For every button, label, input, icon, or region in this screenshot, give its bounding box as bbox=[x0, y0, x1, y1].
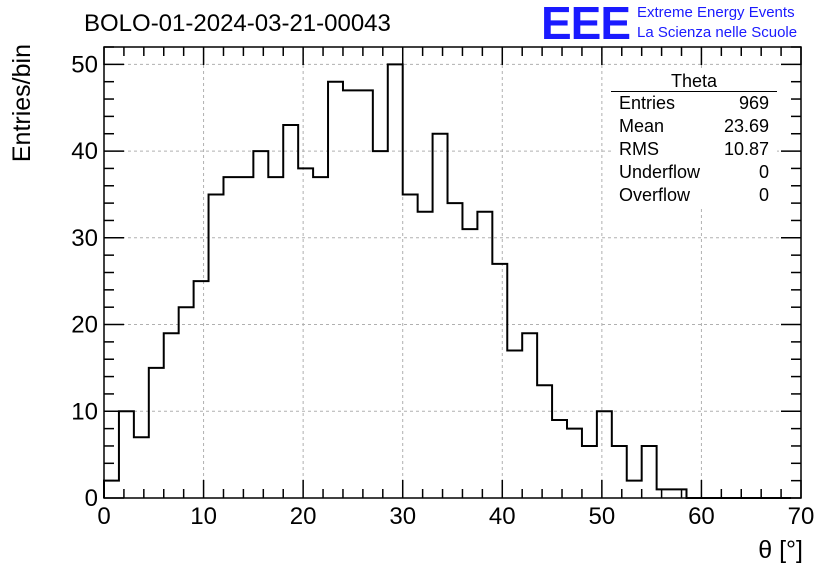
chart-title: BOLO-01-2024-03-21-00043 bbox=[84, 10, 391, 37]
y-tick-label: 30 bbox=[71, 225, 98, 252]
x-tick-label: 0 bbox=[97, 503, 110, 530]
stats-row-underflow: Underflow 0 bbox=[611, 161, 777, 184]
stats-row-rms: RMS 10.87 bbox=[611, 138, 777, 161]
logo-line-1: Extreme Energy Events bbox=[637, 4, 795, 21]
axis-ticks bbox=[103, 46, 802, 499]
histogram-bin bbox=[612, 446, 627, 498]
stats-value: 10.87 bbox=[723, 139, 769, 159]
x-tick-label: 40 bbox=[489, 503, 516, 530]
histogram-bin bbox=[672, 489, 687, 498]
stats-value: 969 bbox=[738, 93, 769, 113]
logo-line-2: La Scienza nelle Scuole bbox=[637, 24, 798, 41]
histogram-bin bbox=[522, 333, 537, 498]
stats-value: 23.69 bbox=[723, 116, 769, 136]
y-axis-label: Entries/bin bbox=[8, 44, 36, 162]
histogram-bin bbox=[358, 90, 373, 498]
stats-label: Overflow bbox=[619, 185, 691, 205]
stats-title: Theta bbox=[611, 71, 777, 92]
histogram-bin bbox=[328, 82, 343, 498]
stats-rows: Entries 969 Mean 23.69 RMS 10.87 Underflow 0 Ove… bbox=[611, 92, 777, 207]
histogram-bin bbox=[627, 481, 642, 498]
histogram-bin bbox=[238, 177, 253, 498]
stats-value: 0 bbox=[758, 185, 769, 205]
histogram-bin bbox=[343, 90, 358, 498]
x-tick-label: 70 bbox=[788, 503, 815, 530]
histogram-bin bbox=[149, 368, 164, 498]
stats-label: Mean bbox=[619, 116, 665, 136]
histogram-bin bbox=[477, 212, 492, 498]
histogram-bin bbox=[582, 446, 597, 498]
x-tick-label: 10 bbox=[190, 503, 217, 530]
histogram-bin bbox=[373, 151, 388, 498]
histogram-bin bbox=[492, 264, 507, 498]
x-axis-label: θ [°] bbox=[758, 536, 803, 564]
x-tick-label: 20 bbox=[290, 503, 317, 530]
y-tick-label: 20 bbox=[71, 312, 98, 339]
histogram-bin bbox=[104, 481, 119, 498]
histogram-bin bbox=[283, 125, 298, 498]
histogram-bin bbox=[597, 411, 612, 498]
histogram-bin bbox=[134, 437, 149, 498]
histogram-bin bbox=[418, 212, 433, 498]
histogram-bin bbox=[537, 385, 552, 498]
histogram-bin bbox=[462, 229, 477, 498]
histogram-bin bbox=[507, 351, 522, 498]
tick-labels: 0 10 20 30 40 50 60 70 0 10 20 30 40 50 bbox=[71, 51, 814, 530]
x-tick-label: 30 bbox=[389, 503, 416, 530]
histogram-bin bbox=[164, 333, 179, 498]
stats-label: Underflow bbox=[619, 162, 701, 182]
stats-label: Entries bbox=[619, 93, 676, 113]
histogram-bin bbox=[298, 168, 313, 498]
y-tick-label: 40 bbox=[71, 138, 98, 165]
histogram-bin bbox=[567, 429, 582, 498]
histogram-bin bbox=[448, 203, 463, 498]
histogram-bin bbox=[552, 420, 567, 498]
histogram-bin bbox=[657, 489, 672, 498]
histogram-bin bbox=[119, 411, 134, 498]
histogram-bin bbox=[313, 177, 328, 498]
stats-value: 0 bbox=[758, 162, 769, 182]
y-tick-label: 0 bbox=[85, 485, 98, 512]
histogram-bin bbox=[253, 151, 268, 498]
grid-lines bbox=[104, 47, 801, 498]
histogram-bin bbox=[642, 446, 657, 498]
y-tick-label: 10 bbox=[71, 398, 98, 425]
histogram-bin bbox=[388, 64, 403, 498]
stats-row-mean: Mean 23.69 bbox=[611, 115, 777, 138]
stats-row-entries: Entries 969 bbox=[611, 92, 777, 115]
histogram-bin bbox=[223, 177, 238, 498]
stats-label: RMS bbox=[619, 139, 659, 159]
histogram-bars bbox=[103, 63, 792, 499]
stats-box: Theta Entries 969 Mean 23.69 RMS 10.87 Underfl… bbox=[611, 71, 777, 207]
histogram-bin bbox=[209, 194, 224, 498]
eee-logo-mark: EEE bbox=[541, 0, 631, 49]
histogram-outline bbox=[103, 63, 792, 499]
histogram-bin bbox=[179, 307, 194, 498]
stats-row-overflow: Overflow 0 bbox=[611, 184, 777, 207]
histogram-bin bbox=[433, 134, 448, 498]
y-tick-label: 50 bbox=[71, 51, 98, 78]
histogram-bin bbox=[268, 177, 283, 498]
histogram-bin bbox=[403, 194, 418, 498]
x-tick-label: 50 bbox=[589, 503, 616, 530]
x-tick-label: 60 bbox=[688, 503, 715, 530]
histogram-bin bbox=[194, 281, 209, 498]
